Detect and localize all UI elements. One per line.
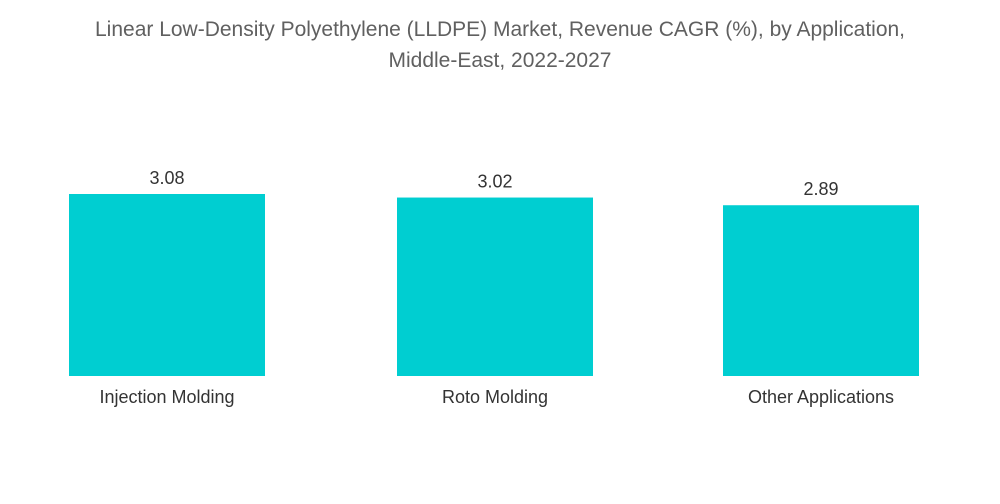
- value-labels-group: 3.08 3.02 2.89: [149, 168, 838, 199]
- bar-injection-molding: [69, 194, 265, 376]
- bar-other-applications: [723, 205, 919, 376]
- category-label: Roto Molding: [442, 387, 548, 407]
- chart-title-line-2: Middle-East, 2022-2027: [388, 49, 612, 72]
- chart-title-line-1: Linear Low-Density Polyethylene (LLDPE) …: [94, 18, 906, 41]
- value-label: 3.02: [477, 172, 512, 192]
- category-labels-group: Injection Molding Roto Molding Other Appli…: [99, 387, 894, 407]
- bar-roto-molding: [397, 197, 593, 376]
- bars-group: [69, 194, 919, 376]
- chart-title: Linear Low-Density Polyethylene (LLDPE) …: [0, 14, 1000, 76]
- category-label: Injection Molding: [99, 387, 234, 407]
- category-label: Other Applications: [748, 387, 894, 407]
- value-label: 2.89: [803, 179, 838, 199]
- value-label: 3.08: [149, 168, 184, 188]
